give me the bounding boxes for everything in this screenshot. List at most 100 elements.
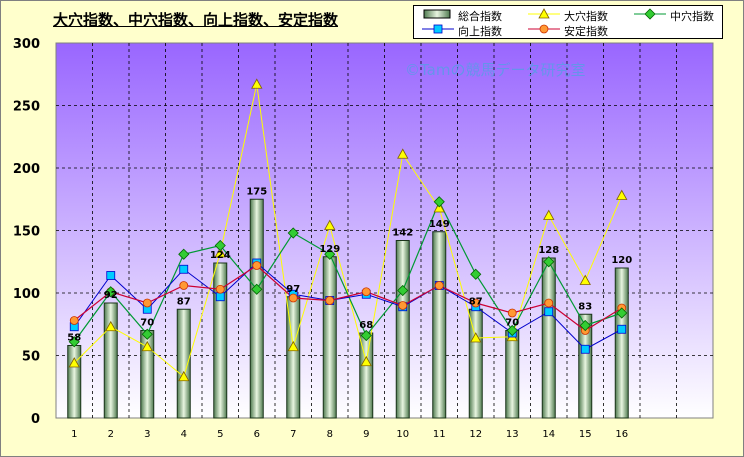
bar <box>67 345 82 419</box>
y-tick-label: 50 <box>22 350 40 365</box>
circle-marker <box>179 281 189 290</box>
legend-label-chuketsu: 中穴指数 <box>670 10 714 23</box>
triangle-marker <box>397 148 409 159</box>
circle-marker <box>471 298 481 308</box>
triangle-marker <box>433 202 445 213</box>
circle-marker <box>69 316 79 325</box>
bar-value-label: 97 <box>286 284 300 295</box>
triangle-marker <box>287 340 299 352</box>
x-tick-label: 12 <box>469 429 482 440</box>
diamond-marker <box>397 284 409 297</box>
legend-item-daiketsu: 大穴指数 <box>526 7 626 23</box>
x-tick-label: 13 <box>506 429 519 440</box>
x-tick-label: 14 <box>542 429 555 440</box>
triangle-marker <box>543 209 555 220</box>
diamond-marker <box>360 329 372 342</box>
bar <box>213 262 228 419</box>
triangle-marker <box>68 357 80 368</box>
x-tick-label: 8 <box>327 429 333 440</box>
bar-value-label: 149 <box>429 219 450 230</box>
legend-item-chuketsu: 中穴指数 <box>632 7 722 23</box>
diamond-marker <box>433 196 445 208</box>
square-marker <box>544 307 554 317</box>
triangle-marker <box>141 340 153 352</box>
circle-marker <box>544 298 554 308</box>
bar-value-label: 83 <box>578 301 592 312</box>
bar-value-label: 58 <box>67 333 81 344</box>
x-tick-label: 11 <box>433 429 446 440</box>
bar <box>541 257 556 419</box>
x-tick-label: 10 <box>396 429 409 440</box>
series-line <box>73 264 623 332</box>
circle-marker-icon <box>539 24 549 34</box>
circle-marker <box>288 293 298 303</box>
triangle-marker <box>105 320 117 332</box>
triangle-marker <box>579 274 591 285</box>
bar-value-label: 70 <box>140 318 154 329</box>
circle-marker <box>142 298 152 308</box>
square-marker <box>106 271 116 280</box>
x-tick-label: 3 <box>144 429 150 440</box>
legend-label-daiketsu: 大穴指数 <box>564 10 608 23</box>
x-tick-label: 1 <box>71 429 77 440</box>
circle-marker <box>215 284 225 294</box>
y-tick-label: 250 <box>13 100 40 115</box>
bar <box>103 302 118 419</box>
x-tick-label: 15 <box>579 429 592 440</box>
bar-value-label: 124 <box>210 250 231 261</box>
y-tick-label: 150 <box>13 225 40 240</box>
diamond-marker <box>470 268 482 280</box>
legend-label-sogo: 総合指数 <box>458 10 502 23</box>
diamond-marker <box>141 328 153 340</box>
legend-item-koujou: 向上指数 <box>420 22 520 38</box>
circle-marker <box>361 287 371 297</box>
diamond-marker <box>68 336 80 348</box>
y-tick-label: 100 <box>13 287 40 302</box>
chart-title: 大穴指数、中穴指数、向上指数、安定指数 <box>53 11 339 29</box>
legend-label-koujou: 向上指数 <box>458 25 502 38</box>
diamond-marker <box>178 248 190 260</box>
diamond-marker <box>251 283 263 295</box>
x-tick-label: 7 <box>290 429 296 440</box>
y-tick-label: 200 <box>13 162 40 177</box>
triangle-marker <box>360 355 372 367</box>
circle-marker <box>252 261 262 270</box>
bar <box>395 240 410 419</box>
y-tick-label: 300 <box>13 37 40 52</box>
diamond-marker <box>105 286 117 298</box>
bar-value-label: 87 <box>469 296 483 307</box>
square-marker <box>215 292 225 302</box>
diamond-marker <box>616 307 628 319</box>
triangle-marker <box>470 332 482 343</box>
bar-swatch-icon <box>423 9 451 19</box>
square-marker <box>617 324 627 334</box>
legend-item-antei: 安定指数 <box>526 22 626 38</box>
bar <box>322 256 337 419</box>
bar-value-label: 129 <box>319 244 340 255</box>
x-tick-label: 4 <box>181 429 187 440</box>
bar <box>432 231 447 419</box>
legend-label-antei: 安定指数 <box>564 25 608 38</box>
bar <box>468 308 483 419</box>
series-line <box>73 262 622 350</box>
triangle-marker <box>616 189 628 200</box>
bar <box>249 198 264 419</box>
diamond-marker <box>543 256 555 268</box>
bar-value-label: 142 <box>392 228 413 239</box>
square-marker <box>580 344 590 354</box>
diamond-marker <box>506 324 518 337</box>
bar-value-label: 175 <box>246 186 267 197</box>
diamond-marker <box>579 319 591 332</box>
x-tick-label: 5 <box>217 429 223 440</box>
diamond-marker <box>324 248 336 260</box>
bar-value-label: 128 <box>538 245 559 256</box>
x-tick-label: 2 <box>108 429 114 440</box>
bar <box>505 330 520 419</box>
bar-value-label: 68 <box>359 320 373 331</box>
x-tick-label: 16 <box>615 429 628 440</box>
triangle-marker <box>178 370 190 382</box>
x-tick-label: 9 <box>363 429 369 440</box>
bar-value-label: 120 <box>611 255 632 266</box>
